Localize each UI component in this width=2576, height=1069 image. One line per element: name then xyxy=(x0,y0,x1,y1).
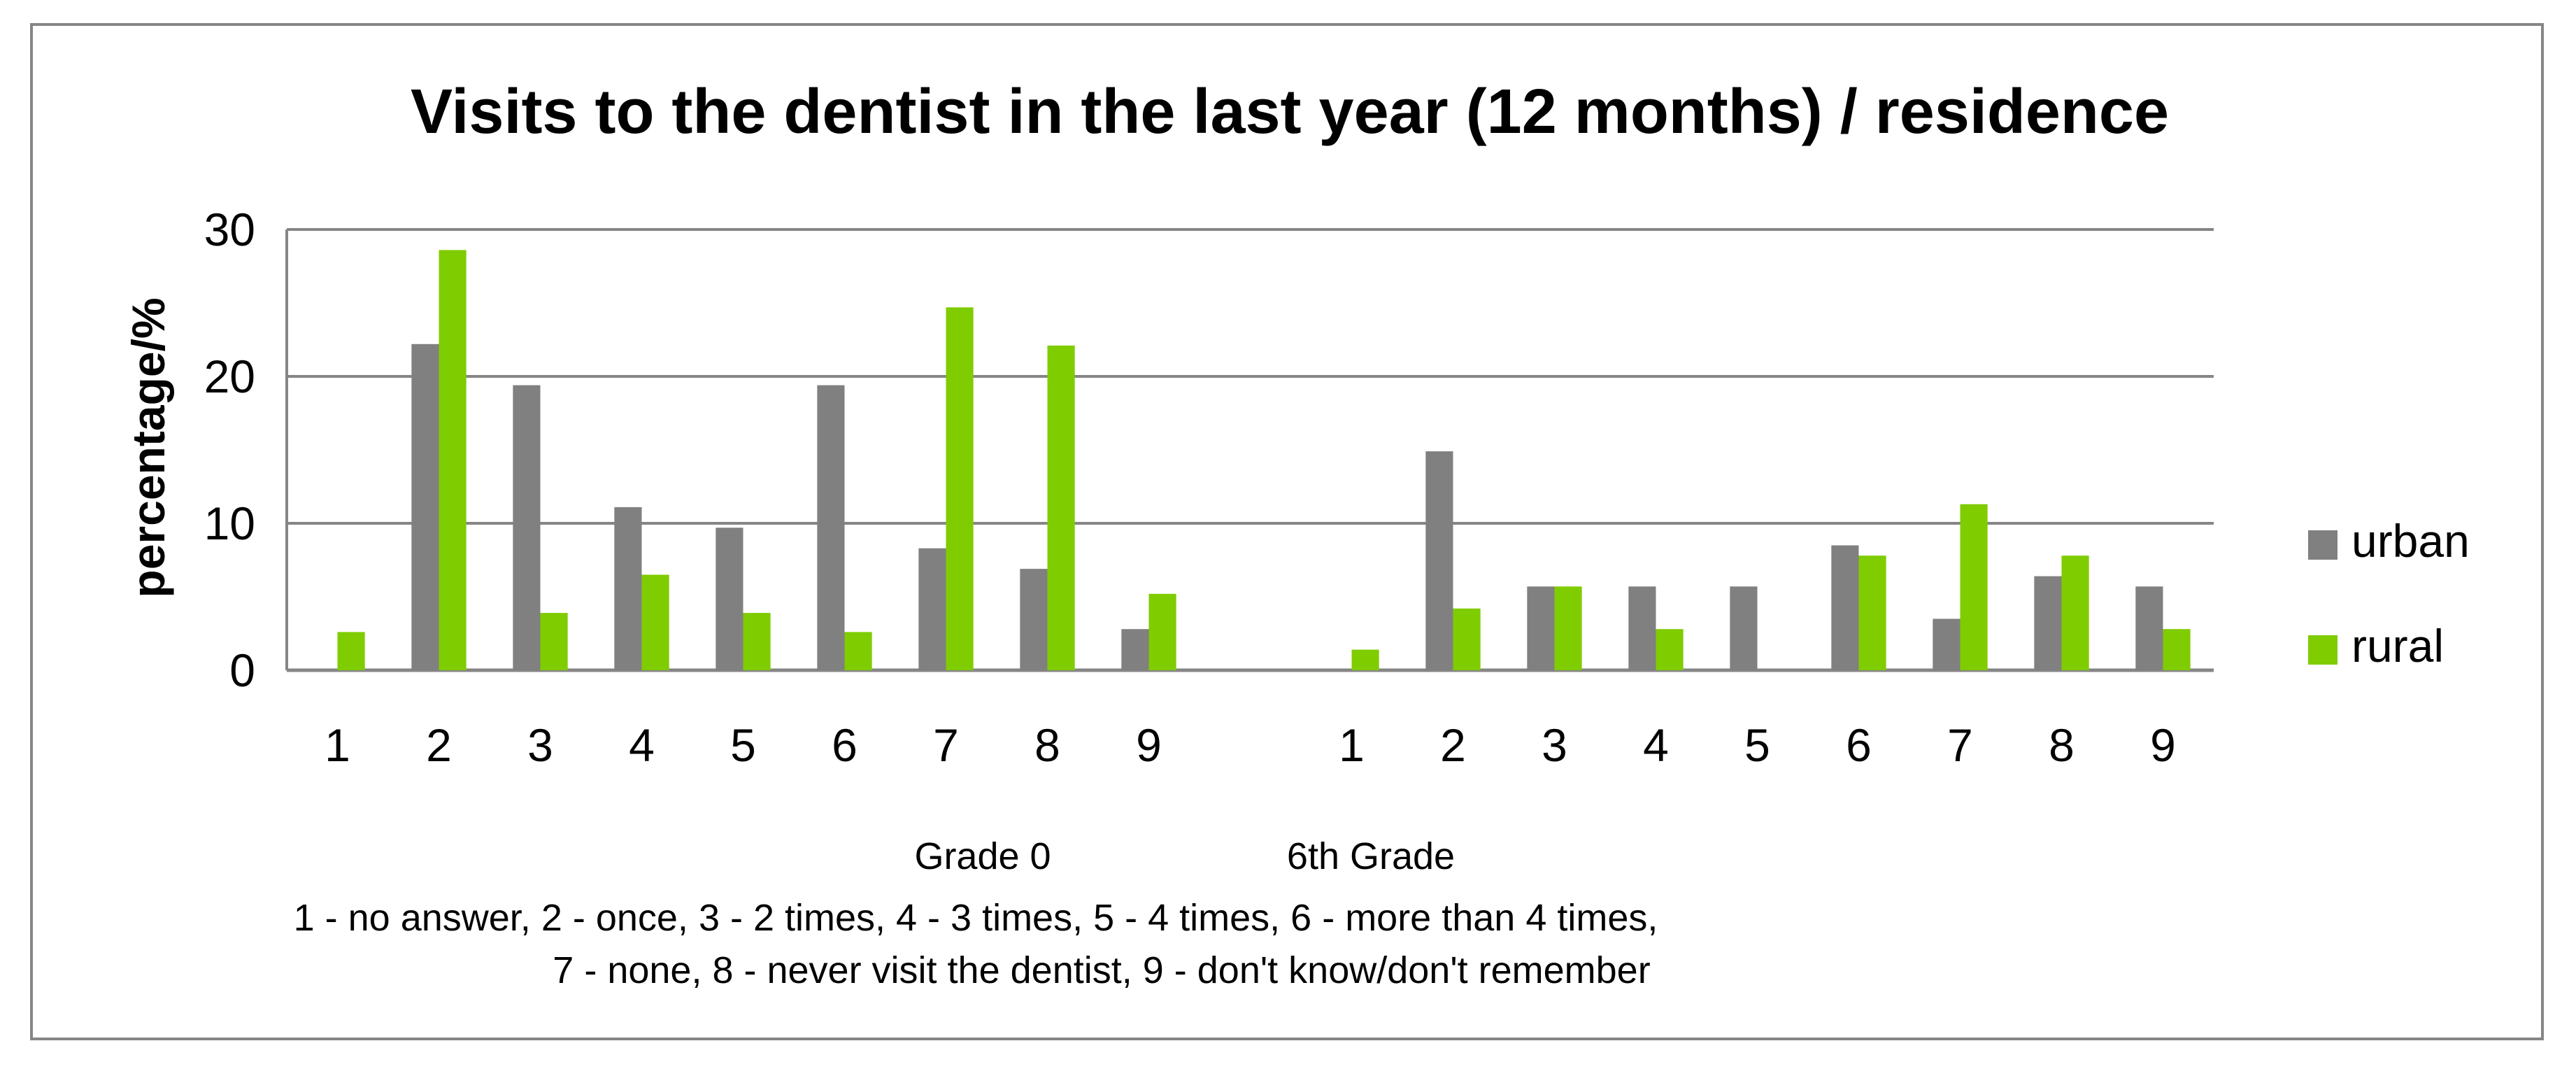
y-tick-label: 0 xyxy=(229,644,255,696)
bar-rural-grade0-9 xyxy=(1148,593,1176,670)
x-tick-label: 5 xyxy=(730,719,756,771)
bar-urban-grade6-6 xyxy=(1831,545,1859,670)
bar-rural-grade6-6 xyxy=(1858,555,1886,670)
legend-swatch-urban xyxy=(2308,530,2337,560)
bar-rural-grade0-4 xyxy=(641,574,669,670)
bar-urban-grade6-3 xyxy=(1527,586,1555,670)
bar-urban-grade6-4 xyxy=(1628,586,1656,670)
y-tick-label: 30 xyxy=(204,204,255,255)
bar-urban-grade0-3 xyxy=(513,385,541,670)
x-tick-label: 3 xyxy=(1542,719,1567,771)
x-tick-label: 4 xyxy=(1643,719,1669,771)
bar-rural-grade0-5 xyxy=(743,613,771,670)
group-label-grade-0: Grade 0 xyxy=(914,835,1051,877)
legend-label-urban: urban xyxy=(2351,515,2470,567)
bar-urban-grade0-7 xyxy=(918,548,946,670)
legend-label-rural: rural xyxy=(2351,620,2444,672)
bar-rural-grade6-9 xyxy=(2163,629,2191,670)
x-tick-label: 3 xyxy=(527,719,553,771)
bar-urban-grade6-2 xyxy=(1425,451,1453,670)
x-axis-labels: 1 2 3 4 5 6 7 8 9 1 2 3 4 5 6 7 8 9 xyxy=(325,719,2176,771)
bar-urban-grade6-5 xyxy=(1730,586,1758,670)
bar-urban-grade6-9 xyxy=(2135,586,2163,670)
x-tick-label: 9 xyxy=(1136,719,1162,771)
x-tick-label: 8 xyxy=(2049,719,2075,771)
bar-urban-grade0-4 xyxy=(614,507,642,670)
bar-rural-grade6-1 xyxy=(1351,649,1379,670)
y-tick-label: 20 xyxy=(204,351,255,402)
bar-urban-grade0-2 xyxy=(411,344,439,670)
y-axis-labels: 0 10 20 30 xyxy=(204,204,255,696)
x-tick-label: 8 xyxy=(1034,719,1060,771)
bars xyxy=(337,250,2191,670)
bar-rural-grade0-1 xyxy=(337,632,365,670)
bar-urban-grade0-5 xyxy=(716,528,743,670)
bar-urban-grade0-9 xyxy=(1121,629,1149,670)
bar-rural-grade0-3 xyxy=(540,613,568,670)
chart-title: Visits to the dentist in the last year (… xyxy=(411,77,2169,147)
x-tick-label: 6 xyxy=(1846,719,1872,771)
bar-urban-grade6-8 xyxy=(2034,576,2062,670)
x-tick-label: 2 xyxy=(426,719,452,771)
chart-frame xyxy=(30,23,2544,1040)
legend-swatch-rural xyxy=(2308,635,2337,665)
bar-rural-grade6-2 xyxy=(1453,608,1481,670)
x-tick-label: 7 xyxy=(933,719,959,771)
bar-urban-grade6-7 xyxy=(1933,618,1961,670)
bar-rural-grade0-6 xyxy=(844,632,872,670)
x-tick-label: 9 xyxy=(2150,719,2176,771)
annotation-line-1: 1 - no answer, 2 - once, 3 - 2 times, 4 … xyxy=(294,897,1658,939)
y-axis-title: percentage/% xyxy=(122,297,174,597)
x-tick-label: 1 xyxy=(325,719,350,771)
bar-rural-grade6-8 xyxy=(2061,555,2089,670)
group-label-6th-grade: 6th Grade xyxy=(1287,835,1455,877)
bar-rural-grade6-7 xyxy=(1960,504,1988,670)
x-tick-label: 2 xyxy=(1440,719,1466,771)
y-tick-label: 10 xyxy=(204,497,255,549)
gridlines xyxy=(285,228,2214,672)
x-tick-label: 6 xyxy=(832,719,858,771)
bar-urban-grade0-8 xyxy=(1020,569,1048,670)
annotation-line-2: 7 - none, 8 - never visit the dentist, 9… xyxy=(553,949,1650,991)
x-tick-label: 5 xyxy=(1744,719,1770,771)
x-tick-label: 4 xyxy=(629,719,655,771)
bar-rural-grade0-2 xyxy=(439,250,467,670)
x-tick-label: 1 xyxy=(1339,719,1365,771)
legend: urban rural xyxy=(2308,515,2470,672)
x-tick-label: 7 xyxy=(1947,719,1973,771)
bar-rural-grade6-3 xyxy=(1554,586,1582,670)
bar-rural-grade0-8 xyxy=(1047,345,1075,670)
bar-rural-grade6-4 xyxy=(1656,629,1684,670)
bar-rural-grade0-7 xyxy=(946,307,974,670)
bar-urban-grade0-6 xyxy=(817,385,845,670)
